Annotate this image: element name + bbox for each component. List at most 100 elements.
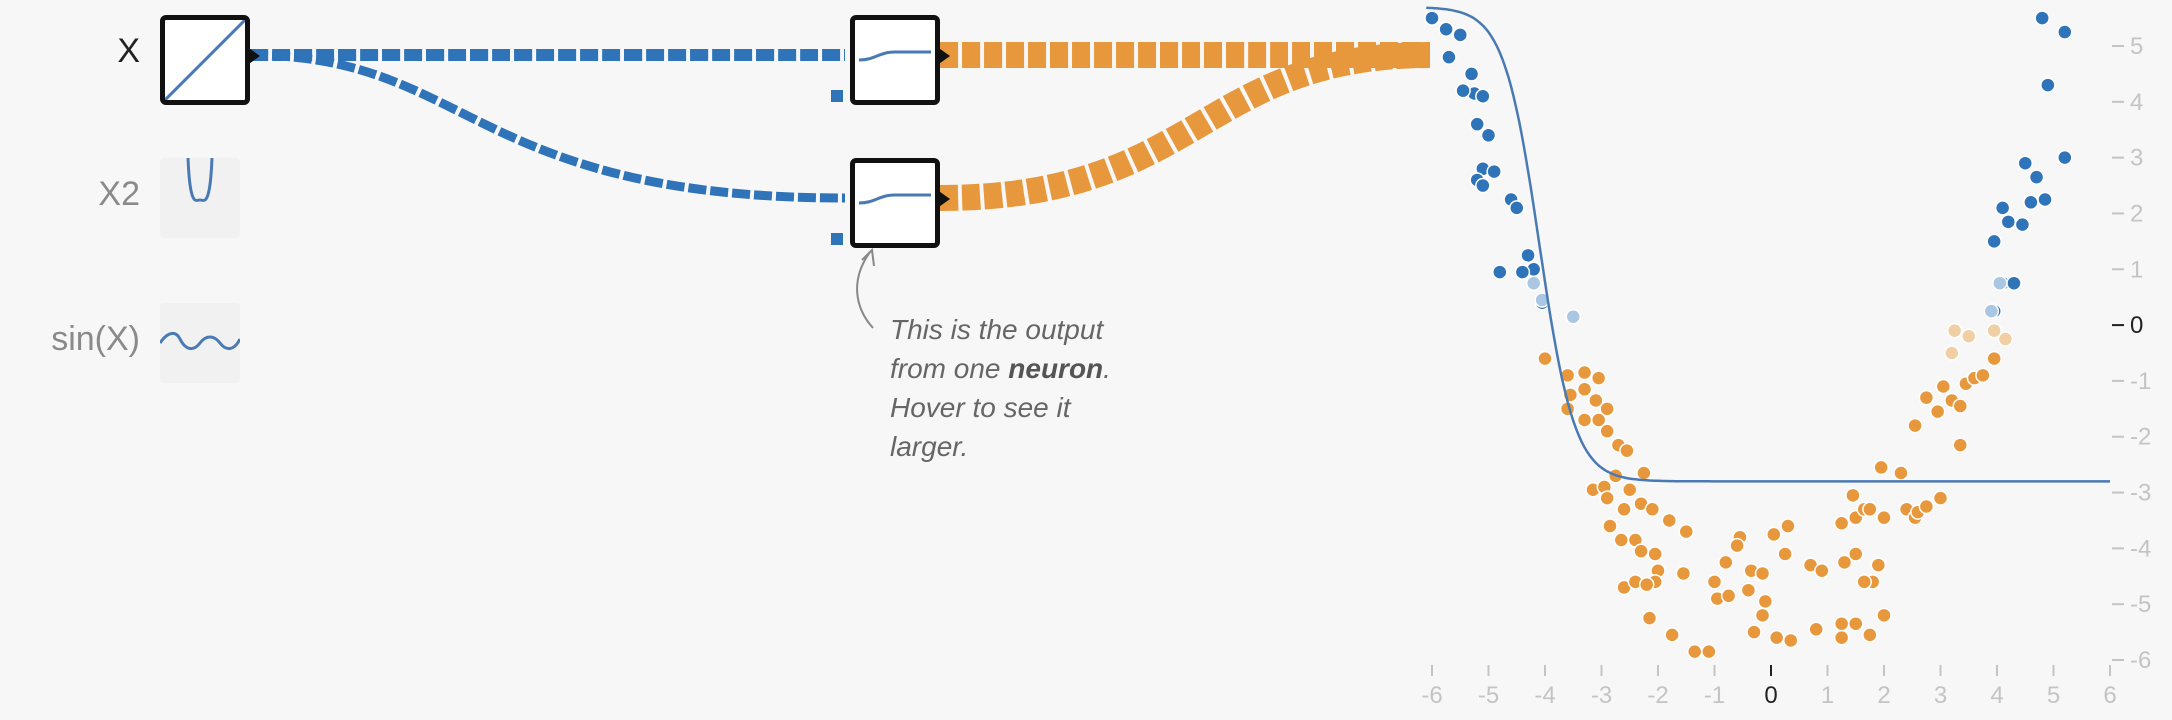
x-axis-tick-label: -3 (1591, 682, 1612, 709)
neuron-2-arrow (936, 189, 950, 209)
x-axis-tick-label: -2 (1647, 682, 1668, 709)
orange-point (1814, 562, 1830, 579)
blue-point (2006, 275, 2022, 291)
orange-point (1952, 437, 1969, 453)
orange-point (1777, 546, 1793, 562)
orange-point (1932, 490, 1949, 506)
orange-point (1740, 582, 1757, 598)
y-axis-tick-label: -5 (2130, 591, 2151, 618)
orange-point (1599, 423, 1615, 439)
orange-point (1647, 546, 1663, 562)
neuron-output-curve (1426, 6, 2110, 483)
feature-x2-node[interactable] (160, 157, 240, 238)
blue-point (2057, 24, 2073, 40)
orange-point (1845, 487, 1861, 504)
neuron-1-output-icon (858, 50, 931, 62)
blue-point (2037, 191, 2053, 208)
light-blue-point (1983, 303, 2000, 319)
blue-point (1486, 163, 1502, 180)
orange-point (1638, 576, 1655, 593)
blue-point (1475, 177, 1491, 194)
orange-point (1856, 574, 1872, 590)
link-neuron-2-to-output[interactable] (939, 42, 1431, 211)
orange-point (1537, 350, 1553, 367)
orange-point (1622, 482, 1638, 498)
feature-x-node[interactable] (160, 15, 250, 105)
annotation-arrowhead (861, 247, 875, 267)
orange-point (1720, 588, 1737, 604)
light-orange-point (1944, 345, 1960, 361)
orange-point (1633, 543, 1649, 559)
orange-point (1641, 610, 1658, 626)
orange-point (1848, 615, 1864, 632)
orange-point (1576, 412, 1593, 428)
light-blue-point (1525, 275, 1542, 291)
bias-neuron-2[interactable] (831, 233, 843, 245)
blue-point (2000, 214, 2017, 230)
orange-point (1576, 364, 1593, 381)
y-axis-tick-label: 2 (2130, 200, 2143, 227)
orange-point (1876, 607, 1892, 624)
blue-point (1424, 10, 1440, 26)
blue-point (2034, 10, 2050, 26)
neuron-annotation: This is the output from one neuron. Hove… (890, 314, 1111, 462)
x-axis-tick-label: 5 (2047, 682, 2060, 709)
orange-point (1862, 627, 1878, 643)
orange-point (1780, 518, 1796, 534)
orange-point (1616, 501, 1632, 518)
feature-sinx-node[interactable] (158, 303, 242, 383)
y-axis-tick-label: 5 (2130, 33, 2143, 60)
orange-point (1907, 417, 1923, 434)
linear-icon (163, 18, 247, 102)
orange-point (1678, 523, 1694, 540)
blue-point (1455, 82, 1471, 99)
y-axis-tick-label: -4 (2130, 535, 2151, 562)
neuron-1[interactable] (850, 15, 940, 105)
blue-point (1480, 127, 1497, 144)
blue-point (1438, 21, 1454, 38)
orange-point (1918, 389, 1935, 406)
orange-point (1986, 350, 2002, 367)
orange-point (1935, 378, 1952, 395)
x-axis-tick-label: 0 (1764, 682, 1777, 709)
y-axis-tick-label: -2 (2130, 424, 2151, 451)
x-axis-tick-label: -1 (1704, 682, 1725, 709)
orange-point (1975, 367, 1991, 384)
orange-point (1706, 574, 1723, 590)
blue-point (1463, 66, 1480, 82)
link-x-to-neuron-2[interactable] (249, 50, 846, 203)
orange-point (1918, 498, 1935, 515)
blue-point (1441, 49, 1457, 65)
light-blue-point (1534, 292, 1550, 308)
x-axis-tick-label: -4 (1534, 682, 1555, 709)
orange-point (1766, 526, 1782, 543)
blue-point (1475, 88, 1491, 104)
orange-point (1808, 621, 1824, 638)
orange-point (1833, 515, 1850, 531)
orange-point (1873, 459, 1889, 476)
blue-point (1469, 116, 1485, 132)
blue-point (1520, 247, 1536, 264)
orange-point (1602, 518, 1618, 534)
light-orange-point (1961, 328, 1977, 345)
blue-point (2028, 169, 2045, 185)
bias-neuron-1[interactable] (831, 90, 843, 102)
orange-point (1833, 615, 1850, 632)
orange-point (1862, 501, 1878, 518)
orange-point (1893, 465, 1909, 481)
orange-point (1590, 370, 1607, 386)
blue-point (2040, 77, 2056, 93)
y-axis-tick-label: -1 (2130, 368, 2151, 395)
orange-point (1675, 565, 1692, 582)
feature-label-x: X (117, 32, 140, 70)
orange-point (1588, 392, 1604, 409)
x-axis-tick-label: 3 (1934, 682, 1947, 709)
orange-point (1636, 465, 1652, 481)
orange-point (1836, 554, 1853, 571)
orange-point (1757, 593, 1774, 610)
x-axis-tick-label: 6 (2103, 682, 2116, 709)
feature-x-output-arrow (246, 46, 260, 66)
orange-point (1599, 490, 1615, 506)
blue-point (1492, 264, 1508, 280)
blue-point (1994, 200, 2011, 216)
